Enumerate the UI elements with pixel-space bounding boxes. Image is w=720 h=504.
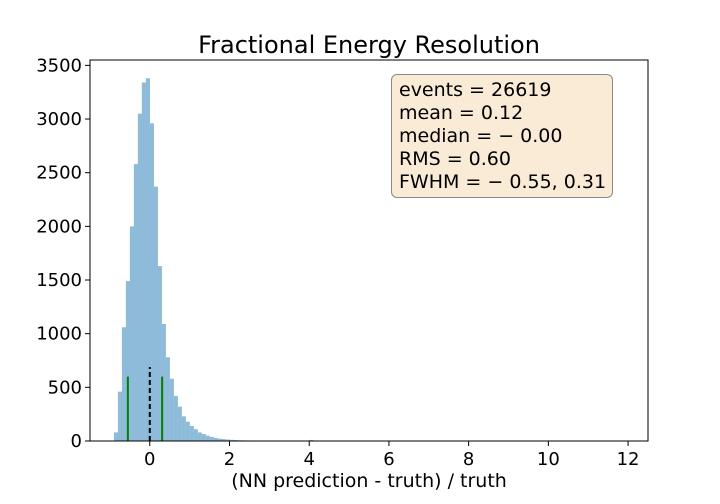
y-tick-label: 500 [48,377,82,398]
histogram-bar [137,113,143,441]
y-tick-label: 2000 [36,216,82,237]
y-tick-label: 2500 [36,163,82,184]
histogram-bar [225,439,230,441]
histogram-bar [177,406,182,441]
stat-rms: RMS = 0.60 [399,148,511,170]
histogram-bar [221,439,226,441]
stat-events: events = 26619 [399,79,552,101]
histogram-bar [189,425,194,441]
y-tick-label: 1000 [36,324,82,345]
histogram-bar [161,324,166,441]
chart-title: Fractional Energy Resolution [198,31,540,59]
x-tick-label: 2 [224,449,235,470]
histogram-bar [117,391,123,441]
histogram-bar [125,281,131,441]
x-tick-label: 8 [463,449,474,470]
x-tick-label: 6 [383,449,394,470]
histogram-bar [181,416,186,441]
x-tick-label: 12 [617,449,640,470]
histogram-bar [157,266,162,441]
x-tick-label: 10 [537,449,560,470]
histogram-bars [113,78,334,442]
stats-box: events = 26619 mean = 0.12 median = − 0.… [391,74,613,198]
y-tick-label: 1500 [36,270,82,291]
histogram-bar [201,434,206,441]
histogram-bar [149,123,154,441]
histogram-bar [129,226,135,441]
histogram-bar [141,82,146,441]
histogram-bar [133,164,139,441]
stat-fwhm: FWHM = − 0.55, 0.31 [399,171,607,193]
histogram-bar [209,436,214,441]
statistic-markers [126,366,164,441]
histogram-bar [205,435,210,441]
y-tick-label: 3000 [36,109,82,130]
histogram-bar [309,439,314,441]
histogram-bar [173,395,178,441]
stat-mean: mean = 0.12 [399,102,524,124]
histogram-bar [193,429,198,441]
histogram-bar [197,432,202,441]
histogram-bar [121,327,127,441]
histogram-bar [113,432,119,441]
x-tick-label: 4 [303,449,314,470]
x-axis-ticks: 0 2 4 6 8 10 12 [144,441,640,470]
y-axis-ticks: 0 500 1000 1500 2000 2500 3000 3500 [36,55,90,452]
histogram-bar [169,378,174,441]
histogram-bar [229,439,234,441]
y-tick-label: 3500 [36,55,82,76]
x-tick-label: 0 [144,449,155,470]
histogram-bar [165,357,170,441]
plot-frame [89,59,649,442]
histogram-bar [185,421,190,441]
histogram-bar [145,78,150,442]
y-tick-label: 0 [71,431,82,452]
histogram-bar [217,438,222,441]
histogram-bar [213,437,218,441]
stat-median: median = − 0.00 [399,125,563,147]
histogram-bar [153,186,158,441]
x-axis-label: (NN prediction - truth) / truth [231,470,507,492]
